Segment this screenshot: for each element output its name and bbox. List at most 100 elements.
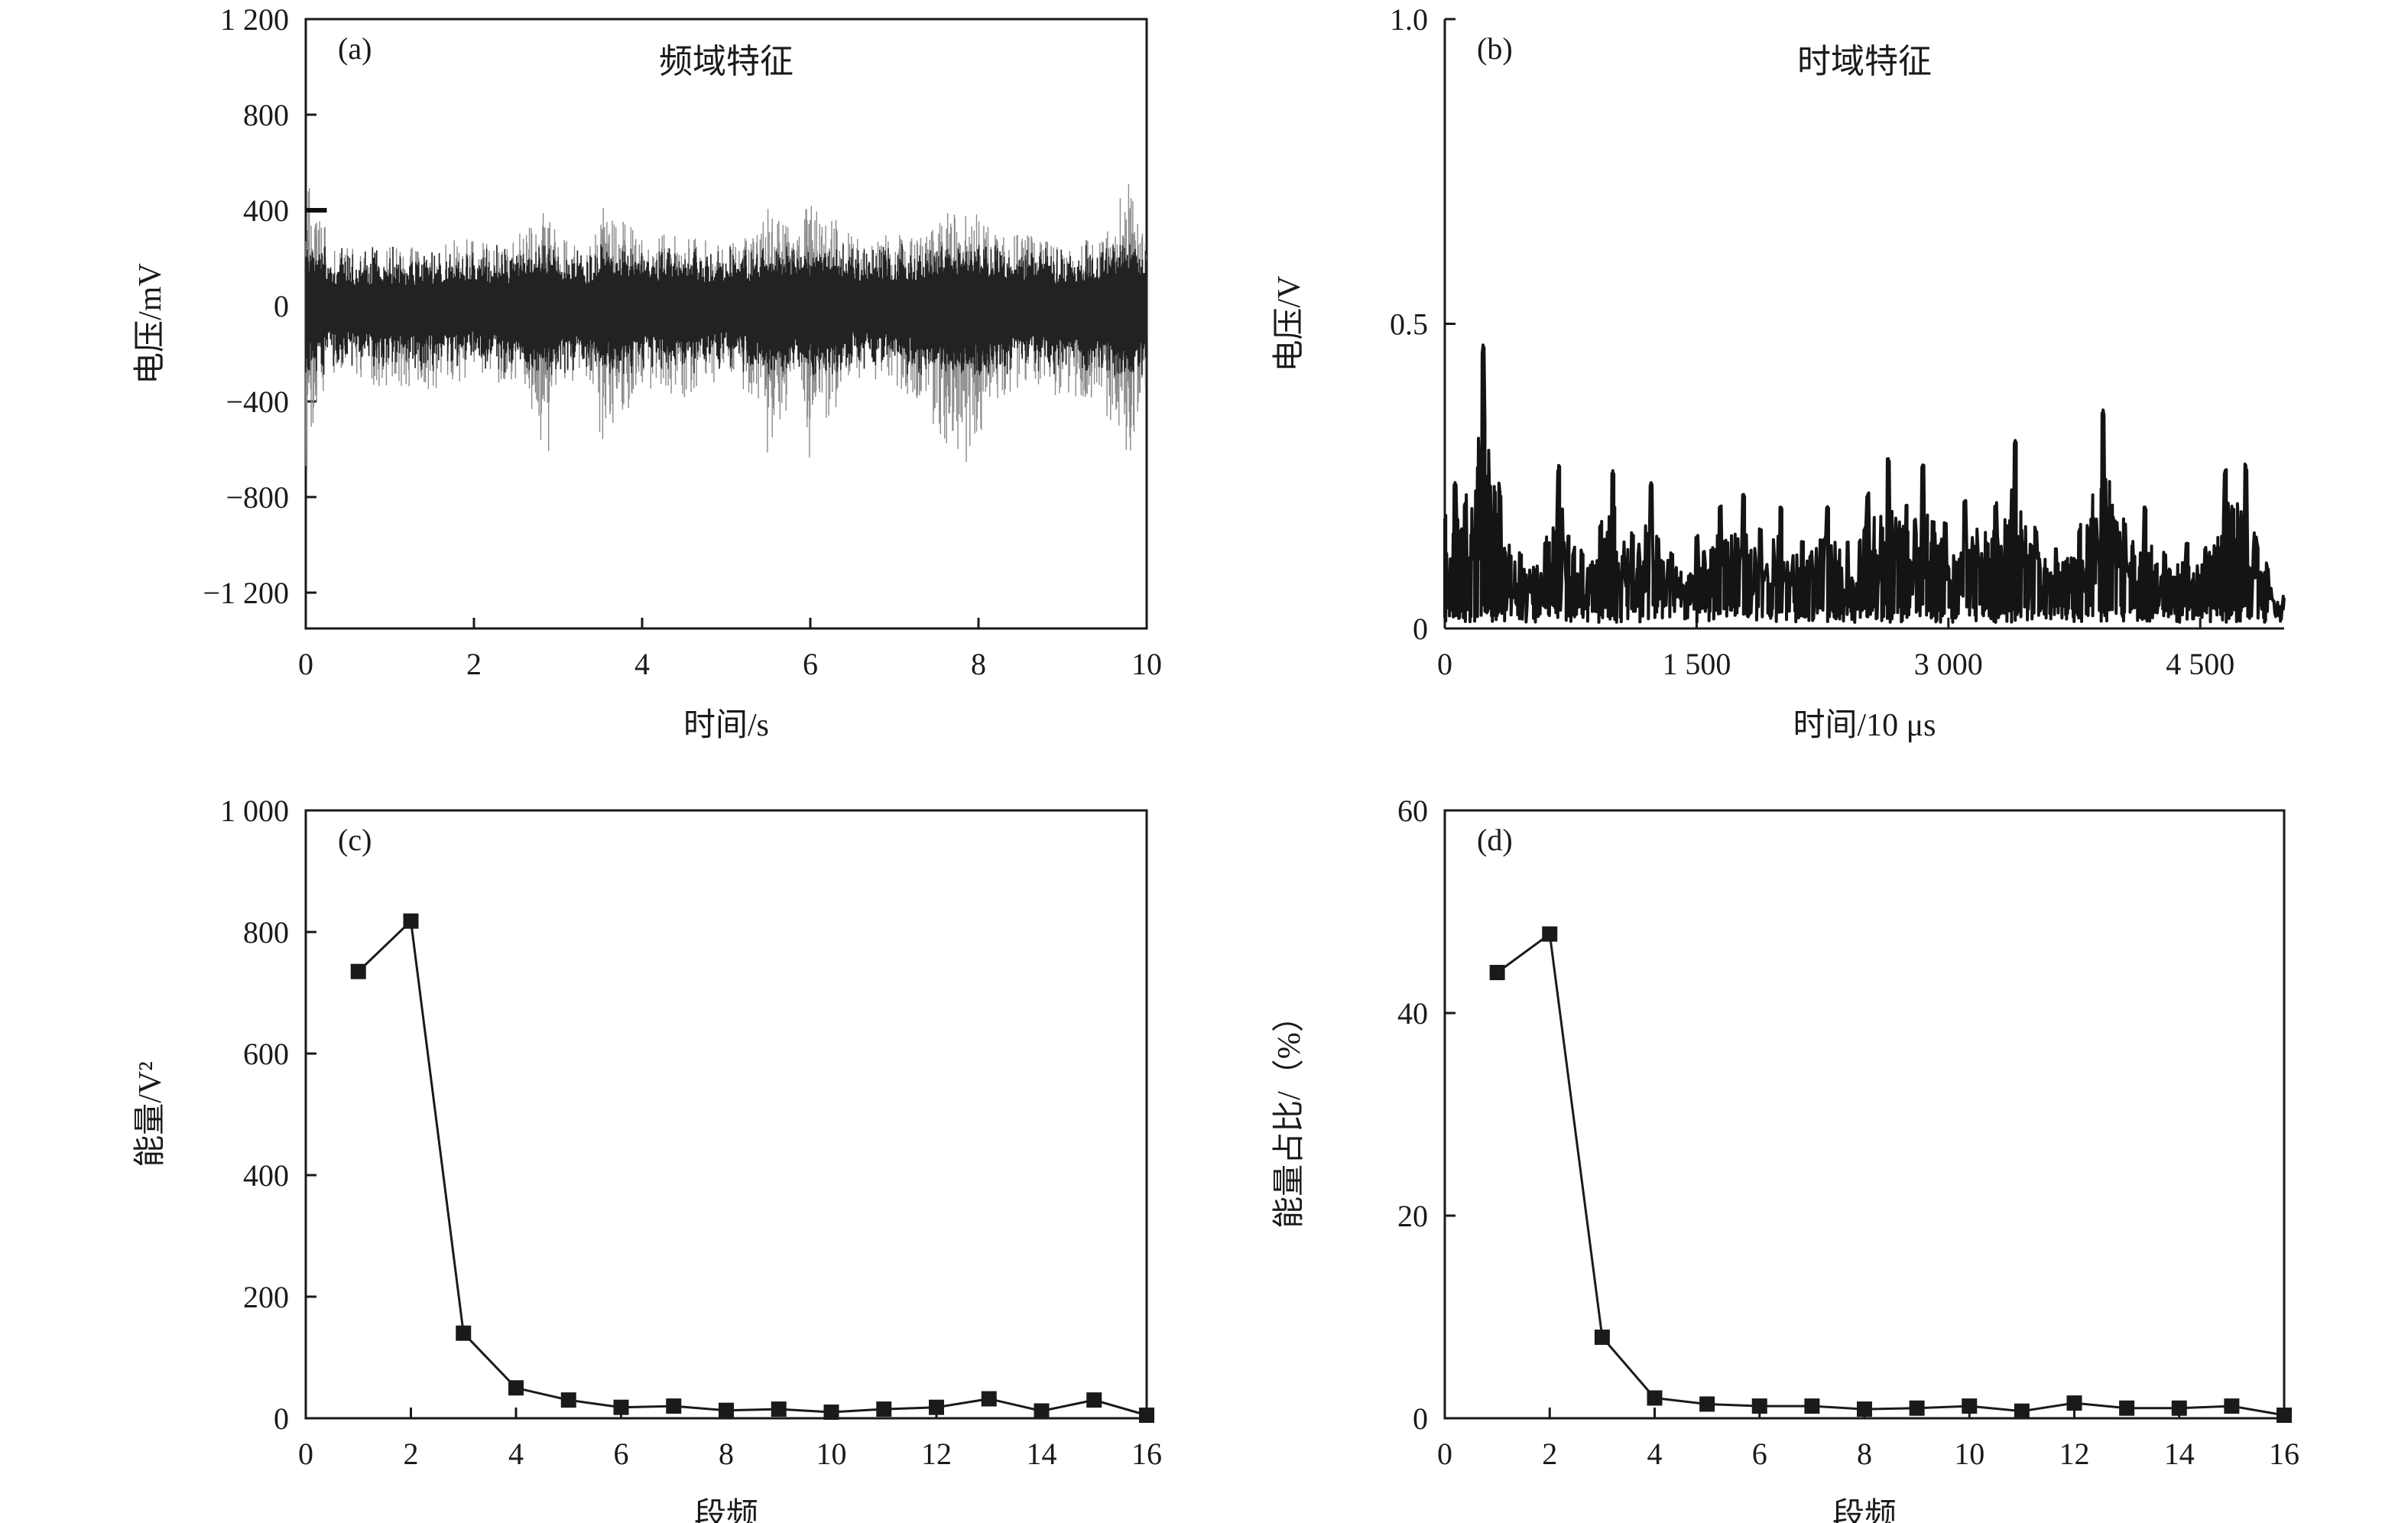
x-tick-label: 6 [803,647,818,681]
data-point [403,913,419,929]
x-tick-label: 10 [1131,647,1162,681]
y-tick-label: 400 [243,193,289,228]
y-tick-label: −400 [226,385,289,419]
panel-c-chart: 0 2 4 6 8 10 12 14 16 0 200 400 600 800 1 000 段频 能量/V² (c… [133,794,1162,1523]
x-axis-title: 时间/10 μs [1793,708,1936,743]
data-point [1857,1401,1872,1417]
data-point [1489,965,1505,980]
signal-trace-core [305,244,1147,375]
panel-label: (d) [1477,823,1513,857]
data-point [2224,1398,2240,1414]
x-tick-label: 8 [1857,1437,1872,1471]
data-point [2014,1403,2030,1419]
data-point [2171,1400,2187,1416]
y-tick-label: 0 [1413,612,1428,646]
x-axis-title: 时间/s [683,708,769,743]
data-point [1086,1392,1102,1408]
x-tick-label: 4 [634,647,650,681]
y-tick-label: 20 [1397,1199,1428,1233]
panel-b-chart: 0 1 500 3 000 4 500 0 0.5 1.0 时间/10 μs 电压/V (b) 时域… [1272,2,2286,743]
data-point [2066,1395,2082,1411]
x-tick-label: 14 [2164,1437,2195,1471]
y-tick-label: 1.0 [1390,2,1428,37]
data-point [560,1392,576,1408]
x-tick-label: 4 [1647,1437,1663,1471]
x-tick-label: 16 [2269,1437,2299,1471]
data-point [456,1325,472,1341]
data-point [508,1380,524,1396]
x-tick-label: 6 [614,1437,629,1471]
y-tick-label: 60 [1397,794,1428,828]
panel-title: 时域特征 [1797,43,1932,80]
x-tick-label: 1 500 [1662,647,1731,681]
data-point [929,1399,944,1415]
data-point [1804,1398,1820,1414]
y-tick-label: −1 200 [203,576,289,610]
x-tick-label: 10 [1954,1437,1984,1471]
x-tick-label: 4 [508,1437,524,1471]
y-axis-title: 电压/V [1272,275,1307,372]
data-point [876,1401,892,1417]
x-tick-label: 10 [816,1437,847,1471]
data-point [2277,1408,2292,1424]
x-tick-label: 16 [1131,1437,1162,1471]
x-tick-label: 0 [1437,647,1452,681]
series-line [1496,931,2285,1417]
data-point [1647,1390,1663,1406]
data-point [1699,1396,1715,1412]
plot-frame [1443,809,2286,1420]
plot-frame [304,809,1148,1420]
data-point [613,1399,629,1415]
y-tick-label: 800 [243,915,289,950]
y-tick-label: 800 [243,98,289,132]
data-point [1542,926,1558,942]
y-tick-label: 400 [243,1158,289,1193]
y-axis-title: 能量占比/（%） [1272,1000,1307,1229]
data-point [1139,1408,1154,1424]
data-point [771,1401,787,1417]
y-tick-label: 1 000 [220,794,289,828]
data-point [1594,1330,1610,1345]
panel-label: (a) [338,31,372,66]
x-tick-label: 0 [1437,1437,1452,1471]
x-axis-title: 段频 [1832,1498,1897,1523]
x-tick-label: 6 [1752,1437,1767,1471]
data-point [666,1398,682,1414]
y-axis-title: 能量/V² [133,1061,168,1167]
x-tick-label: 4 500 [2166,647,2234,681]
panel-label: (b) [1477,31,1513,66]
panel-a-chart: 0 2 4 6 8 10 1 200 800 400 0 −400 −800 −1 200 时间/s 电压/… [133,2,1162,743]
x-tick-label: 0 [298,1437,313,1471]
data-point [981,1391,997,1407]
x-axis-title: 段频 [694,1498,758,1523]
y-tick-label: 0 [274,289,289,323]
x-tick-label: 2 [1542,1437,1557,1471]
data-point [1962,1398,1978,1414]
y-tick-label: 600 [243,1037,289,1071]
x-tick-label: 2 [404,1437,419,1471]
data-point [350,963,366,979]
x-tick-label: 14 [1027,1437,1057,1471]
x-tick-label: 12 [921,1437,952,1471]
data-point [1034,1403,1050,1419]
y-tick-label: 200 [243,1280,289,1314]
data-point [1909,1400,1925,1416]
panel-label: (c) [338,823,372,857]
x-tick-label: 12 [2059,1437,2090,1471]
series-line [357,918,1147,1417]
y-tick-label: −800 [226,480,289,515]
data-point [823,1404,839,1421]
x-tick-label: 3 000 [1914,647,1983,681]
x-tick-label: 8 [971,647,986,681]
panel-title: 频域特征 [659,43,793,80]
x-tick-label: 8 [719,1437,734,1471]
y-tick-label: 1 200 [220,2,289,37]
panel-d-chart: 0 2 4 6 8 10 12 14 16 0 20 40 60 段频 能量占比/（%） (d) [1272,794,2299,1523]
y-tick-label: 0 [1413,1401,1428,1436]
y-tick-label: 40 [1397,996,1428,1031]
voltage-trace [1443,343,2286,624]
y-axis-title: 电压/mV [133,263,168,385]
x-tick-label: 0 [298,647,313,681]
y-tick-label: 0.5 [1390,307,1428,342]
